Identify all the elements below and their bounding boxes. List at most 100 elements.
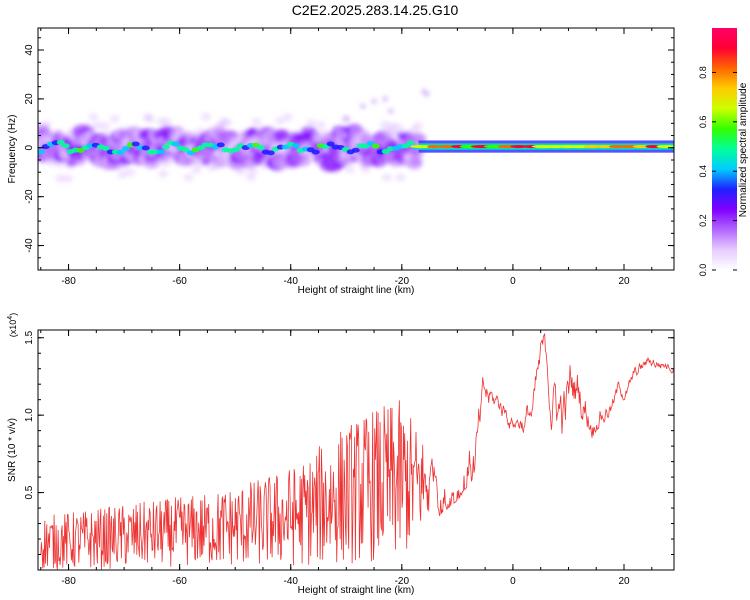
- heat-cell: [274, 116, 285, 125]
- snr-x-label: Height of straight line (km): [298, 585, 415, 596]
- heat-cell: [381, 173, 392, 182]
- heat-cell: [171, 141, 180, 147]
- heat-cell: [360, 165, 371, 174]
- chart-title: C2E2.2025.283.14.25.G10: [291, 2, 459, 18]
- heat-cell: [62, 174, 73, 183]
- heat-cell: [395, 173, 406, 182]
- heat-cell: [201, 112, 212, 121]
- spectrogram-y-label: Frequency (Hz): [7, 115, 18, 184]
- x-tick-label: -40: [284, 576, 299, 587]
- heat-cell: [109, 114, 120, 123]
- heat-cell: [38, 149, 45, 155]
- heat-cell: [251, 117, 262, 126]
- heat-cell: [116, 149, 125, 155]
- heat-cell: [191, 165, 202, 174]
- x-tick-label: -60: [172, 276, 187, 287]
- heat-cell: [156, 149, 165, 155]
- carrier-peak: [645, 144, 662, 149]
- y-tick-label: 1.5: [24, 330, 35, 344]
- y-tick-label: 0.5: [24, 485, 35, 499]
- x-tick-label: -20: [395, 576, 410, 587]
- heat-cell: [273, 129, 290, 142]
- heat-cell: [231, 147, 240, 153]
- heat-cell: [131, 141, 140, 147]
- y-tick-label: -20: [24, 189, 35, 204]
- heat-cell: [371, 143, 380, 149]
- heat-cell: [344, 165, 355, 174]
- y-tick-label: 40: [24, 44, 35, 56]
- colorbar-axis: 0.0 0.2 0.4 0.6 0.8: [698, 66, 737, 276]
- spectrogram-heatmap: [38, 88, 674, 183]
- x-tick-label: -80: [61, 276, 76, 287]
- hf-blob: [387, 108, 394, 115]
- heat-cell: [326, 141, 335, 147]
- heat-cell: [56, 139, 65, 145]
- x-tick-label: -60: [172, 576, 187, 587]
- colorbar-tick-label: 0.6: [698, 116, 708, 129]
- carrier-peak: [510, 144, 528, 149]
- heat-cell: [410, 157, 422, 166]
- heat-cell: [236, 167, 247, 176]
- heat-cell: [101, 145, 110, 151]
- x-tick-label: 20: [618, 576, 630, 587]
- heat-cell: [55, 174, 66, 183]
- spectrogram-x-label: Height of straight line (km): [298, 285, 415, 296]
- snr-frame: [37, 329, 675, 571]
- heat-cell: [216, 142, 225, 148]
- x-tick-label: -40: [284, 276, 299, 287]
- heat-cell: [158, 169, 169, 178]
- heat-cell: [161, 144, 170, 150]
- heat-cell: [291, 143, 300, 149]
- heat-cell: [306, 118, 317, 127]
- heat-cell: [121, 146, 130, 152]
- heat-cell: [412, 121, 423, 130]
- heat-cell: [162, 117, 173, 126]
- hf-blob: [382, 95, 389, 102]
- colorbar-tick-label: 0.0: [698, 264, 708, 277]
- carrier-peak: [594, 144, 615, 149]
- heat-cell: [247, 167, 258, 176]
- heat-cell: [92, 121, 103, 130]
- colorbar: 0.0 0.2 0.4 0.6 0.8 Normalized spectral ampl…: [698, 28, 749, 276]
- x-tick-label: 0: [510, 576, 516, 587]
- snr-x-axis: -80 -60 -40 -20 0 20: [40, 330, 653, 587]
- carrier-peak: [427, 144, 440, 149]
- heat-cell: [183, 173, 194, 182]
- heat-cell: [41, 120, 52, 129]
- colorbar-tick-label: 0.8: [698, 66, 708, 79]
- heat-cell: [311, 149, 320, 155]
- heat-cell: [99, 122, 110, 131]
- heat-cell: [125, 168, 136, 177]
- spectrogram-y-axis: -40 -20 0 20 40: [24, 37, 674, 271]
- spectrogram-x-axis: -80 -60 -40 -20 0 20: [40, 28, 653, 287]
- heat-cell: [88, 113, 99, 122]
- y-tick-label: -40: [24, 238, 35, 253]
- heat-cell: [76, 147, 85, 153]
- snr-y-label: SNR (10 * v/v): [7, 418, 18, 482]
- heat-cell: [61, 143, 70, 149]
- carrier-peak: [410, 144, 433, 149]
- carrier-peak: [632, 144, 650, 149]
- x-tick-label: -80: [61, 576, 76, 587]
- spectrogram-panel: -80 -60 -40 -20 0 20 -40 -20 0 20 40 Height of st…: [7, 27, 675, 296]
- heat-cell: [406, 140, 415, 146]
- heat-cell: [141, 145, 150, 151]
- heat-cell: [266, 150, 275, 156]
- heat-cell: [222, 118, 233, 127]
- snr-panel: -80 -60 -40 -20 0 20 0.5 1.0 1.5 Height of stra…: [7, 313, 675, 596]
- hf-blob: [359, 103, 366, 110]
- snr-y-axis: 0.5 1.0 1.5: [24, 330, 674, 556]
- heat-cell: [117, 170, 128, 179]
- x-tick-label: 0: [510, 276, 516, 287]
- colorbar-label: Normalized spectral amplitude: [738, 82, 749, 217]
- heat-cell: [181, 147, 190, 153]
- carrier-peak: [497, 144, 517, 149]
- heat-cell: [186, 150, 195, 156]
- spectrogram-cells: [38, 88, 430, 183]
- y-tick-label: 0: [24, 145, 35, 151]
- colorbar-tick-label: 0.2: [698, 214, 708, 227]
- heat-cell: [351, 147, 360, 153]
- snr-series-line: [40, 333, 674, 570]
- snr-multiplier-label: (x104): [7, 313, 18, 337]
